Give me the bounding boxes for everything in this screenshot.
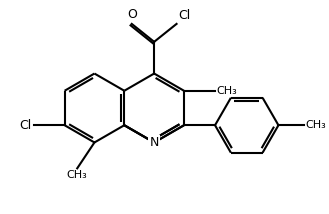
Text: CH₃: CH₃ xyxy=(217,86,238,96)
Text: O: O xyxy=(127,8,137,21)
Text: CH₃: CH₃ xyxy=(306,120,327,130)
Text: Cl: Cl xyxy=(20,119,32,132)
Text: Cl: Cl xyxy=(178,9,190,22)
Text: CH₃: CH₃ xyxy=(67,170,88,180)
Text: N: N xyxy=(149,136,159,149)
